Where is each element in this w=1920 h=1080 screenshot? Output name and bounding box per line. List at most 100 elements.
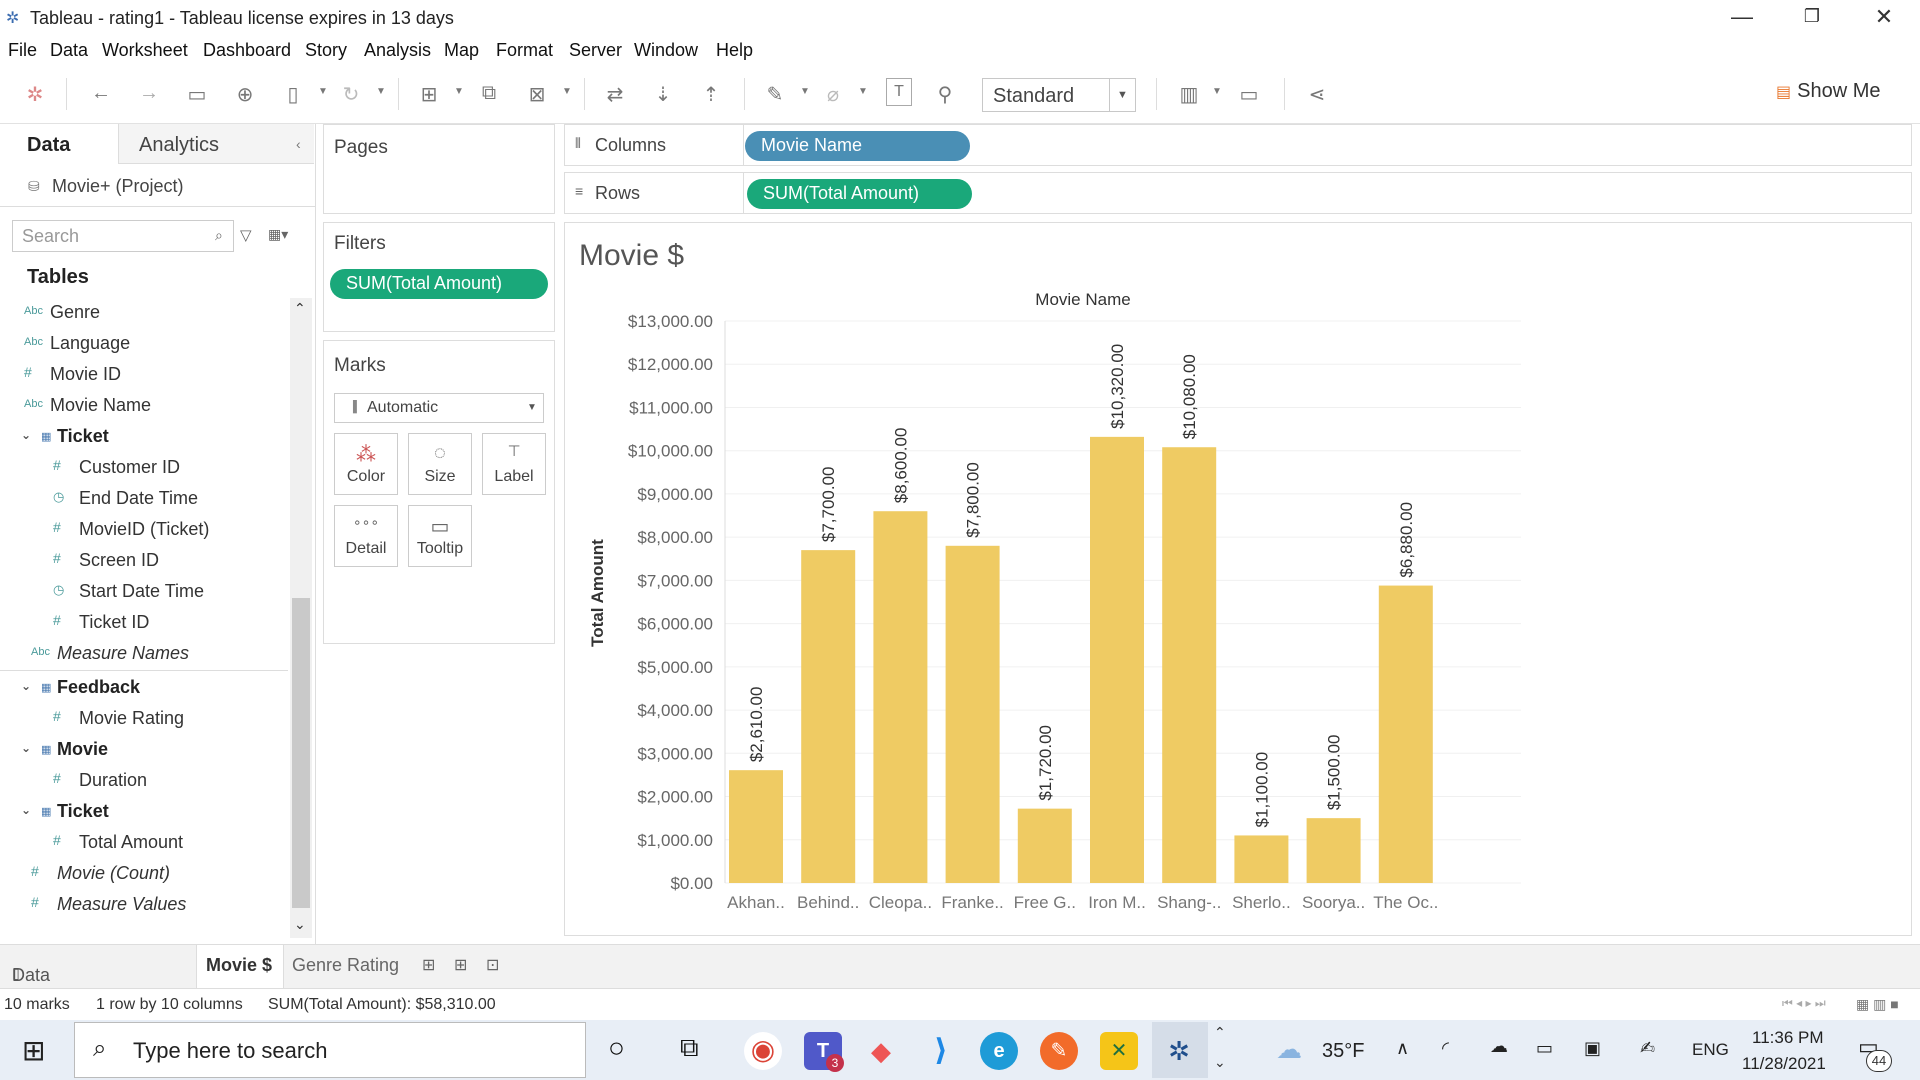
weather-cloud-icon[interactable]: ☁ [1276, 1034, 1302, 1064]
tab-movie[interactable]: Movie $ [206, 955, 273, 975]
tableau-taskbar-icon[interactable]: ✲ [1168, 1036, 1190, 1066]
tab-genre-rating[interactable]: Genre Rating [292, 955, 400, 975]
paint-3d-icon[interactable]: ◆ [871, 1036, 891, 1066]
wifi-icon[interactable]: ◜ [1442, 1038, 1449, 1058]
vscode-icon[interactable]: ⟩ [934, 1034, 948, 1067]
menu-server[interactable]: Server [569, 40, 623, 60]
new-worksheet-icon[interactable]: ⊞ [422, 957, 436, 974]
fit-dropdown[interactable]: Standard ▼ [982, 78, 1136, 112]
table-ticket[interactable]: ⌄ ▦ Ticket [21, 426, 109, 447]
field-duration[interactable]: # Duration [53, 770, 147, 791]
filters-card[interactable]: Filters SUM(Total Amount) [323, 222, 555, 332]
restore-icon[interactable]: ❐ [1803, 6, 1821, 26]
menu-story[interactable]: Story [305, 40, 348, 60]
new-datasource-icon[interactable]: ⊕ [236, 84, 254, 106]
browser-icon[interactable]: ✎ [1040, 1032, 1078, 1070]
field-total-amount[interactable]: # Total Amount [53, 832, 183, 853]
pause-updates-icon[interactable]: ▯ [287, 84, 299, 106]
new-story-icon[interactable]: ⊡ [486, 957, 500, 974]
sheet-nav-icon[interactable]: ⏮ ◂ ▸ ⏭ [1782, 996, 1826, 1010]
table-ticket-2[interactable]: ⌄ ▦ Ticket [21, 801, 109, 822]
field-measure-names[interactable]: Abc Measure Names [31, 643, 189, 664]
close-icon[interactable]: ✕ [1874, 4, 1894, 29]
taskbar-search[interactable]: ⌕ Type here to search [74, 1022, 586, 1078]
field-ticket-id[interactable]: # Ticket ID [53, 612, 149, 633]
pen-icon[interactable]: ✍ [1640, 1038, 1656, 1058]
field-movie-count[interactable]: # Movie (Count) [31, 863, 170, 884]
battery-icon[interactable]: ▭ [1536, 1038, 1554, 1058]
field-movie-name[interactable]: Abc Movie Name [24, 395, 151, 416]
clock-time[interactable]: 11:36 PM [1752, 1028, 1824, 1047]
columns-shelf[interactable]: ⫴ Columns Movie Name [564, 124, 1912, 166]
table-movie[interactable]: ⌄ ▦ Movie [21, 739, 108, 760]
new-worksheet-icon[interactable]: ⊞ [420, 84, 438, 106]
sheet-sorter-icon[interactable]: ▦ ▥ ■ [1856, 996, 1899, 1012]
view-options-icon[interactable]: ▦▾ [268, 226, 289, 242]
meet-icon[interactable]: ▣ [1584, 1038, 1602, 1058]
tooltip-button[interactable]: ▭ Tooltip [408, 505, 472, 567]
chrome-icon[interactable]: ◉ [744, 1032, 782, 1070]
pages-card[interactable]: Pages [323, 124, 555, 214]
redo-icon[interactable]: → [139, 82, 159, 104]
save-icon[interactable]: ▭ [187, 84, 207, 106]
refresh-icon[interactable]: ↻ [342, 84, 360, 106]
menu-data[interactable]: Data [50, 40, 89, 60]
group-icon[interactable]: ⌀ [826, 84, 840, 106]
tab-analytics[interactable]: Analytics [118, 124, 314, 164]
filter-icon[interactable]: ▽ [240, 227, 252, 244]
rows-shelf[interactable]: ≡ Rows SUM(Total Amount) [564, 172, 1912, 214]
menu-dashboard[interactable]: Dashboard [203, 40, 292, 60]
language-indicator[interactable]: ENG [1692, 1040, 1729, 1059]
show-mark-labels-icon[interactable]: T [886, 78, 912, 106]
duplicate-icon[interactable]: ⧉ [481, 82, 497, 104]
highlight-icon[interactable]: ✎ [766, 84, 784, 106]
field-customer-id[interactable]: # Customer ID [53, 457, 180, 478]
sort-ascending-icon[interactable]: ⇣ [654, 84, 672, 106]
menu-worksheet[interactable]: Worksheet [102, 40, 188, 60]
show-cards-icon[interactable]: ▥ [1179, 84, 1199, 106]
datasource-name[interactable]: Movie+ (Project) [52, 176, 184, 196]
tableau-taskbar-active[interactable] [1152, 1022, 1208, 1078]
tab-data[interactable]: Data [0, 124, 118, 164]
fix-axes-icon[interactable]: ⚲ [937, 84, 953, 106]
undo-icon[interactable]: ← [91, 82, 111, 104]
collapse-pane-icon[interactable]: ‹ [296, 136, 301, 152]
scroll-down-icon[interactable]: ⌄ [1214, 1054, 1226, 1070]
label-button[interactable]: ⊤ Label [482, 433, 546, 495]
clock-date[interactable]: 11/28/2021 [1742, 1054, 1826, 1073]
scrollbar[interactable]: ⌃ ⌄ [290, 298, 312, 938]
scroll-up-icon[interactable]: ⌃ [1214, 1024, 1226, 1040]
windows-start-icon[interactable]: ⊞ [22, 1035, 46, 1066]
field-movie-id[interactable]: # Movie ID [24, 364, 121, 385]
menu-window[interactable]: Window [634, 40, 699, 60]
search-input[interactable]: Search ⌕ [12, 220, 234, 252]
sort-descending-icon[interactable]: ⇡ [702, 84, 720, 106]
menu-map[interactable]: Map [444, 40, 480, 60]
field-start-date-time[interactable]: ◷ Start Date Time [53, 581, 204, 602]
size-button[interactable]: ◌ Size [408, 433, 472, 495]
tableau-home-icon[interactable]: ✲ [26, 84, 44, 106]
tray-expand-icon[interactable]: ∧ [1396, 1038, 1410, 1058]
excel-icon[interactable]: ✕ [1100, 1032, 1138, 1070]
swap-icon[interactable]: ⇄ [606, 84, 624, 106]
task-view-icon[interactable]: ⧉ [680, 1032, 699, 1062]
presentation-mode-icon[interactable]: ▭ [1239, 84, 1259, 106]
tab-movie-active[interactable] [196, 945, 284, 989]
field-movie-rating[interactable]: # Movie Rating [53, 708, 184, 729]
table-feedback[interactable]: ⌄ ▦ Feedback [21, 677, 140, 698]
field-language[interactable]: Abc Language [24, 333, 130, 354]
field-screen-id[interactable]: # Screen ID [53, 550, 159, 571]
field-end-date-time[interactable]: ◷ End Date Time [53, 488, 198, 509]
color-button[interactable]: ⁂ Color [334, 433, 398, 495]
field-measure-values[interactable]: # Measure Values [31, 894, 186, 915]
onedrive-icon[interactable]: ☁ [1490, 1036, 1508, 1056]
show-me-button[interactable]: ▤ Show Me [1776, 80, 1881, 103]
clear-sheet-icon[interactable]: ⊠ [528, 84, 546, 106]
filter-pill[interactable]: SUM(Total Amount) [330, 269, 548, 299]
minimize-icon[interactable]: — [1731, 4, 1753, 29]
menu-help[interactable]: Help [716, 40, 754, 60]
field-genre[interactable]: Abc Genre [24, 302, 100, 323]
columns-pill[interactable]: Movie Name [745, 131, 970, 161]
edge-icon[interactable]: e [980, 1032, 1018, 1070]
detail-button[interactable]: ∘∘∘ Detail [334, 505, 398, 567]
